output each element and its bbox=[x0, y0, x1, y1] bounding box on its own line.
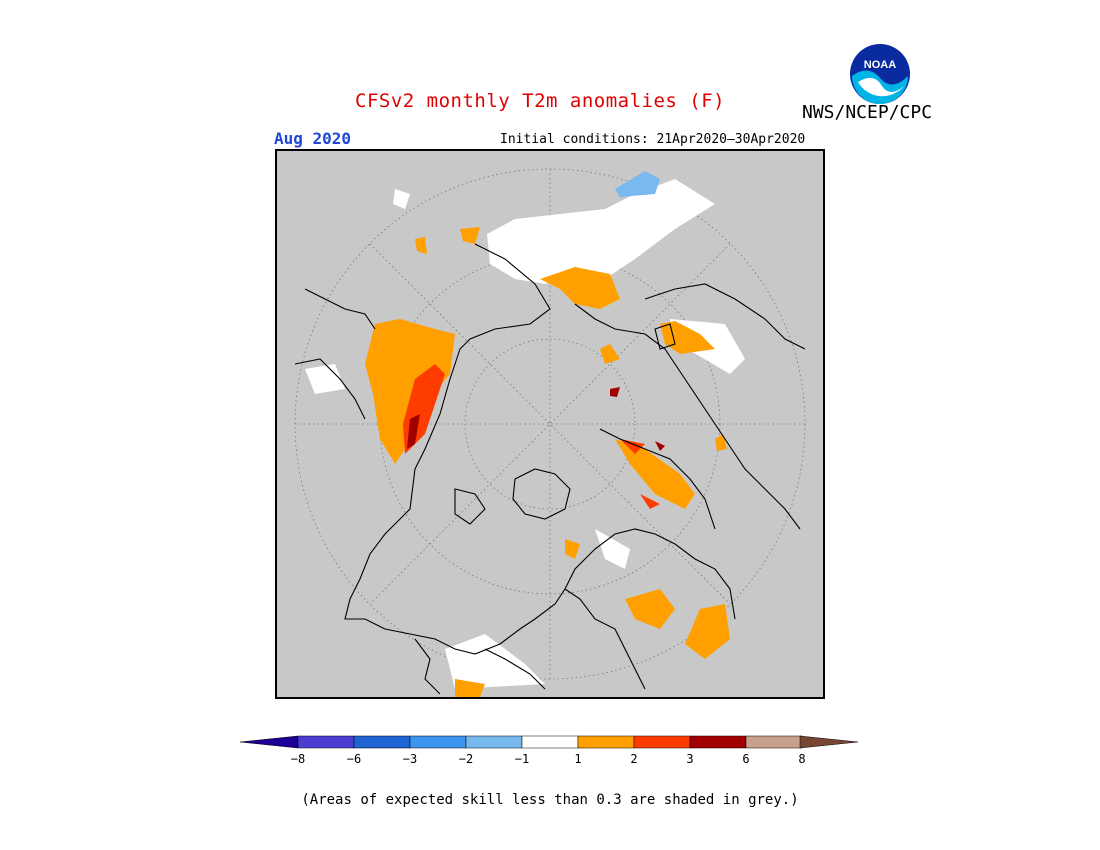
legend-label: 3 bbox=[686, 752, 694, 766]
legend-label: 1 bbox=[574, 752, 582, 766]
legend-swatch-0 bbox=[297, 735, 355, 749]
initial-conditions: Initial conditions: 21Apr2020–30Apr2020 bbox=[500, 132, 806, 147]
legend-label: −1 bbox=[514, 752, 530, 766]
legend-swatch-8 bbox=[745, 735, 803, 749]
dark-red-areas bbox=[407, 387, 665, 451]
graticule bbox=[294, 168, 806, 680]
coastlines bbox=[294, 243, 806, 695]
legend-swatch-7 bbox=[689, 735, 747, 749]
legend-swatch-6 bbox=[633, 735, 691, 749]
legend-label: 2 bbox=[630, 752, 638, 766]
target-month: Aug 2020 bbox=[274, 129, 352, 148]
legend-swatch-5 bbox=[577, 735, 635, 749]
color-legend bbox=[239, 735, 859, 749]
legend-swatch-4 bbox=[521, 735, 579, 749]
legend-swatch-below bbox=[239, 735, 299, 749]
legend-label: 6 bbox=[742, 752, 750, 766]
legend-label: −3 bbox=[402, 752, 418, 766]
legend-swatch-1 bbox=[353, 735, 411, 749]
legend-label: −2 bbox=[458, 752, 474, 766]
legend-label: 8 bbox=[798, 752, 806, 766]
legend-label: −6 bbox=[346, 752, 362, 766]
legend-label: −8 bbox=[290, 752, 306, 766]
legend-swatch-3 bbox=[465, 735, 523, 749]
organization-label: NWS/NCEP/CPC bbox=[802, 102, 933, 123]
skill-footnote: (Areas of expected skill less than 0.3 a… bbox=[301, 792, 799, 808]
orange-areas bbox=[365, 227, 730, 697]
noaa-logo: NOAA bbox=[850, 44, 910, 104]
polar-map bbox=[275, 149, 825, 699]
logo-text: NOAA bbox=[864, 59, 896, 71]
legend-swatch-2 bbox=[409, 735, 467, 749]
legend-swatches bbox=[297, 735, 803, 749]
legend-swatch-above bbox=[799, 735, 859, 749]
chart-title: CFSv2 monthly T2m anomalies (F) bbox=[355, 90, 726, 112]
light-blue-areas bbox=[615, 171, 660, 197]
